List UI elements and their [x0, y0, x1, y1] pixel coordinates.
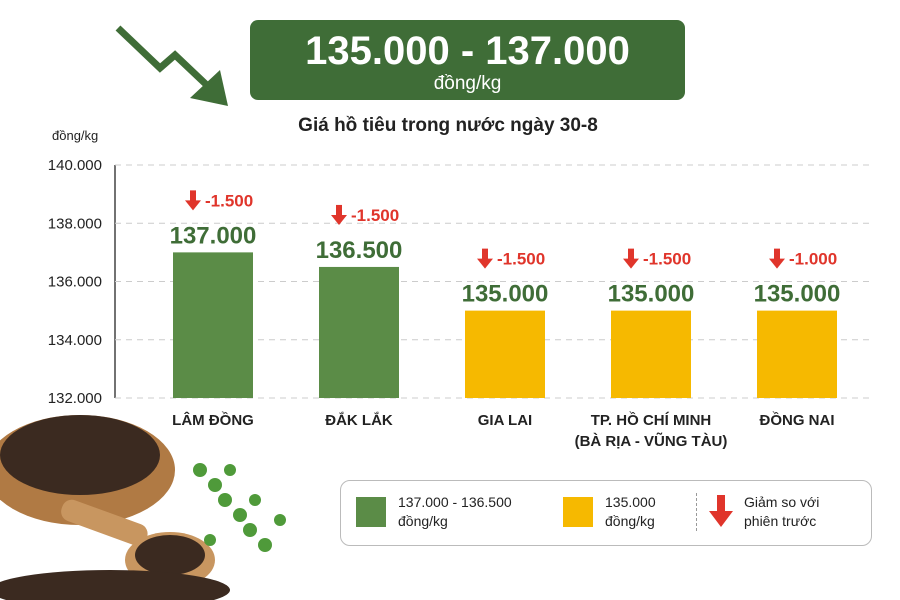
legend: 137.000 - 136.500 đồng/kg 135.000 đồng/kg… [340, 480, 872, 546]
legend-swatch [563, 497, 593, 527]
down-arrow-icon [623, 258, 639, 269]
legend-divider [696, 493, 697, 531]
legend-swatch [356, 497, 386, 527]
y-tick-label: 136.000 [48, 274, 102, 291]
down-arrow-icon [477, 258, 493, 269]
change-label: -1.500 [351, 206, 399, 225]
header: 135.000 - 137.000 đồng/kg [250, 20, 685, 100]
bar [319, 266, 399, 398]
down-arrow-icon [331, 214, 347, 225]
down-arrow-icon [628, 248, 634, 261]
decor-arrow [115, 25, 228, 106]
y-tick-label: 132.000 [48, 390, 102, 407]
chart-title: Giá hồ tiêu trong nước ngày 30-8 [298, 115, 598, 136]
bar [173, 252, 253, 398]
change-label: -1.500 [497, 250, 545, 269]
value-label: 136.500 [316, 237, 403, 264]
x-tick-label: TP. HỒ CHÍ MINH (BÀ RỊA - VŨNG TÀU) [574, 412, 728, 450]
y-tick-label: 140.000 [48, 157, 102, 174]
y-unit: đồng/kg [52, 128, 98, 143]
down-arrow-icon [185, 200, 201, 211]
down-arrow-icon [190, 190, 196, 203]
legend-label: 137.000 - 136.500 đồng/kg [398, 494, 512, 529]
legend-label: Giảm so với phiên trước [744, 494, 820, 529]
header-range: 135.000 - 137.000 [305, 29, 630, 73]
x-tick-label: GIA LAI [477, 412, 533, 429]
value-label: 137.000 [170, 222, 257, 249]
value-label: 135.000 [608, 281, 695, 308]
value-label: 135.000 [754, 281, 841, 308]
x-tick-label: ĐỒNG NAI [759, 412, 835, 429]
x-tick-label: ĐẮK LẮK [325, 412, 393, 429]
bar [465, 310, 545, 398]
legend-label: 135.000 đồng/kg [605, 494, 656, 529]
down-arrow-icon [769, 258, 785, 269]
header-unit: đồng/kg [433, 73, 502, 94]
change-label: -1.500 [205, 191, 253, 210]
y-tick-label: 134.000 [48, 332, 102, 349]
legend-arrow [709, 495, 733, 527]
bar [611, 310, 691, 398]
value-label: 135.000 [462, 281, 549, 308]
change-label: -1.500 [643, 250, 691, 269]
bar [757, 310, 837, 398]
y-tick-label: 138.000 [48, 215, 102, 232]
pepper-decor [0, 415, 286, 600]
down-arrow-icon [482, 248, 488, 261]
down-arrow-icon [774, 248, 780, 261]
x-tick-label: LÂM ĐỒNG [172, 412, 254, 429]
change-label: -1.000 [789, 250, 837, 269]
down-arrow-icon [336, 204, 342, 217]
